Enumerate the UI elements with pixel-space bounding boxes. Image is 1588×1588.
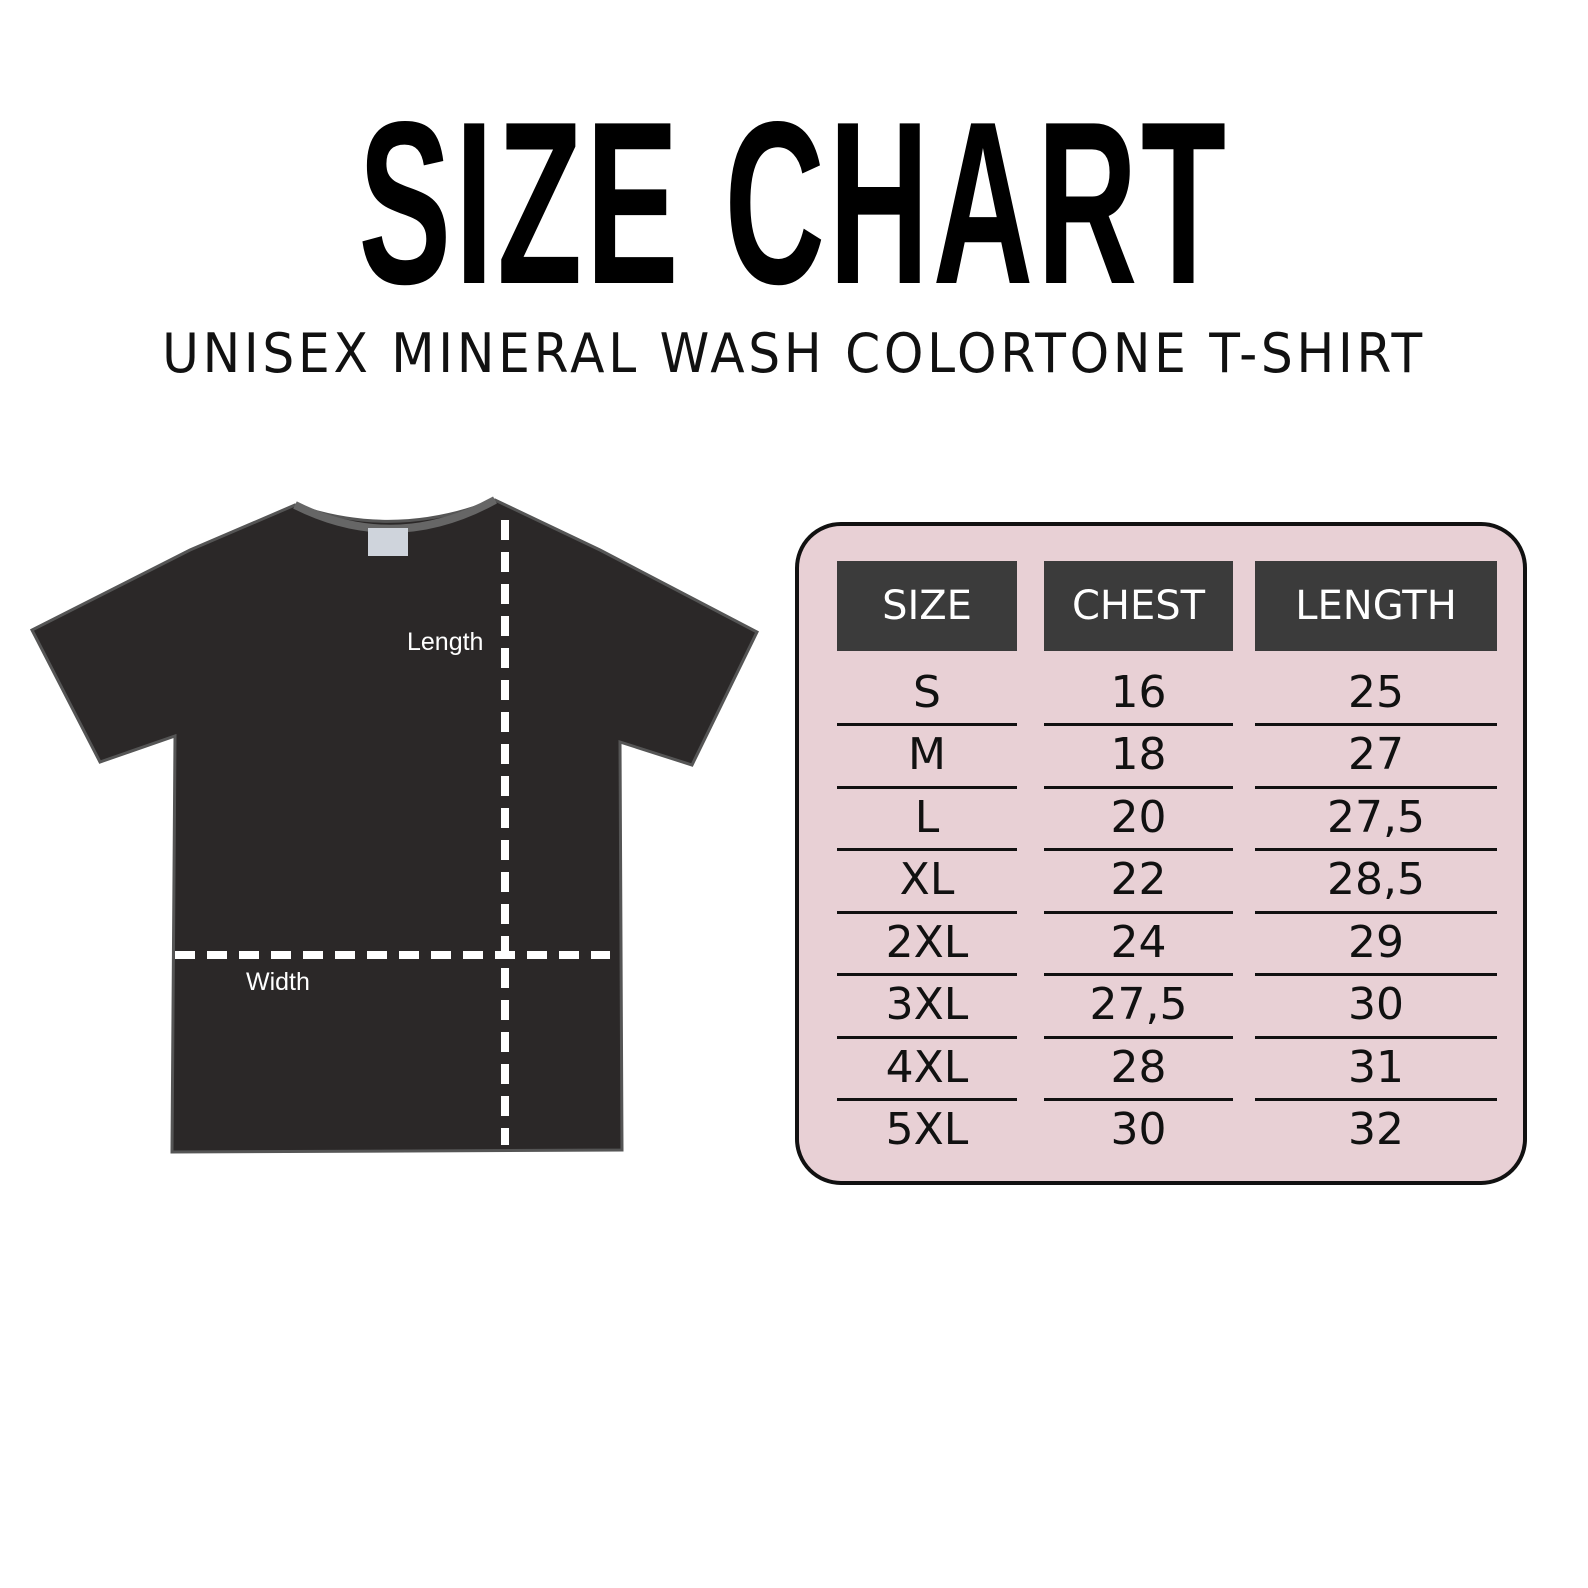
- cell-chest: 20: [1110, 791, 1167, 843]
- row-divider: [1044, 1035, 1233, 1039]
- row-divider: [1044, 910, 1233, 914]
- row-divider: [1044, 848, 1233, 851]
- cell-chest: 24: [1110, 916, 1167, 968]
- row-divider: [1255, 848, 1497, 851]
- cell-chest: 22: [1110, 854, 1167, 905]
- cell-length: 27: [1348, 729, 1404, 780]
- cell-length: 25: [1348, 666, 1404, 718]
- cell-chest: 27,5: [1089, 979, 1188, 1030]
- cell-size: 4XL: [885, 1041, 969, 1093]
- row-divider: [1255, 785, 1497, 789]
- row-divider: [837, 1098, 1017, 1101]
- row-divider: [1044, 973, 1233, 976]
- row-divider: [1044, 723, 1233, 726]
- tshirt-shape: [29, 498, 759, 1154]
- tshirt-diagram: [29, 496, 759, 1154]
- cell-length: 29: [1348, 916, 1404, 968]
- cell-chest: 18: [1110, 729, 1167, 780]
- cell-length: 27,5: [1327, 791, 1425, 843]
- row-divider: [837, 723, 1017, 726]
- row-divider: [1255, 973, 1497, 976]
- cell-length: 28,5: [1327, 854, 1425, 905]
- length-label: Length: [407, 628, 484, 656]
- row-divider: [1255, 1035, 1497, 1039]
- row-divider: [837, 910, 1017, 914]
- cell-size: 2XL: [885, 916, 969, 968]
- row-divider: [837, 973, 1017, 976]
- row-divider: [1044, 1098, 1233, 1101]
- row-divider: [1255, 723, 1497, 726]
- row-divider: [837, 1035, 1017, 1039]
- cell-length: 30: [1348, 979, 1404, 1030]
- cell-size: L: [914, 791, 940, 843]
- cell-chest: 28: [1110, 1041, 1167, 1093]
- row-divider: [1255, 910, 1497, 914]
- cell-length: 31: [1348, 1041, 1404, 1093]
- width-label: Width: [246, 968, 310, 996]
- row-divider: [837, 848, 1017, 851]
- cell-size: S: [913, 666, 941, 718]
- cell-length: 32: [1348, 1104, 1404, 1155]
- cell-size: 3XL: [885, 979, 969, 1030]
- page-title: SIZE CHART: [358, 74, 1230, 333]
- cell-size: XL: [899, 854, 955, 905]
- row-divider: [837, 785, 1017, 789]
- tshirt-tag: [368, 528, 408, 556]
- row-divider: [1044, 785, 1233, 789]
- row-divider: [1255, 1098, 1497, 1101]
- cell-chest: 30: [1110, 1104, 1167, 1155]
- cell-size: 5XL: [885, 1104, 969, 1155]
- size-table: SIZE CHEST LENGTH S 16 25 M 18 27 L 20 27,5 XL 22 2…: [795, 522, 1527, 1185]
- header-length: LENGTH: [1255, 561, 1497, 651]
- page-subtitle: UNISEX MINERAL WASH COLORTONE T-SHIRT: [162, 322, 1426, 385]
- header-chest: CHEST: [1044, 561, 1233, 651]
- cell-size: M: [908, 729, 946, 780]
- cell-chest: 16: [1110, 666, 1167, 718]
- header-size: SIZE: [837, 561, 1017, 651]
